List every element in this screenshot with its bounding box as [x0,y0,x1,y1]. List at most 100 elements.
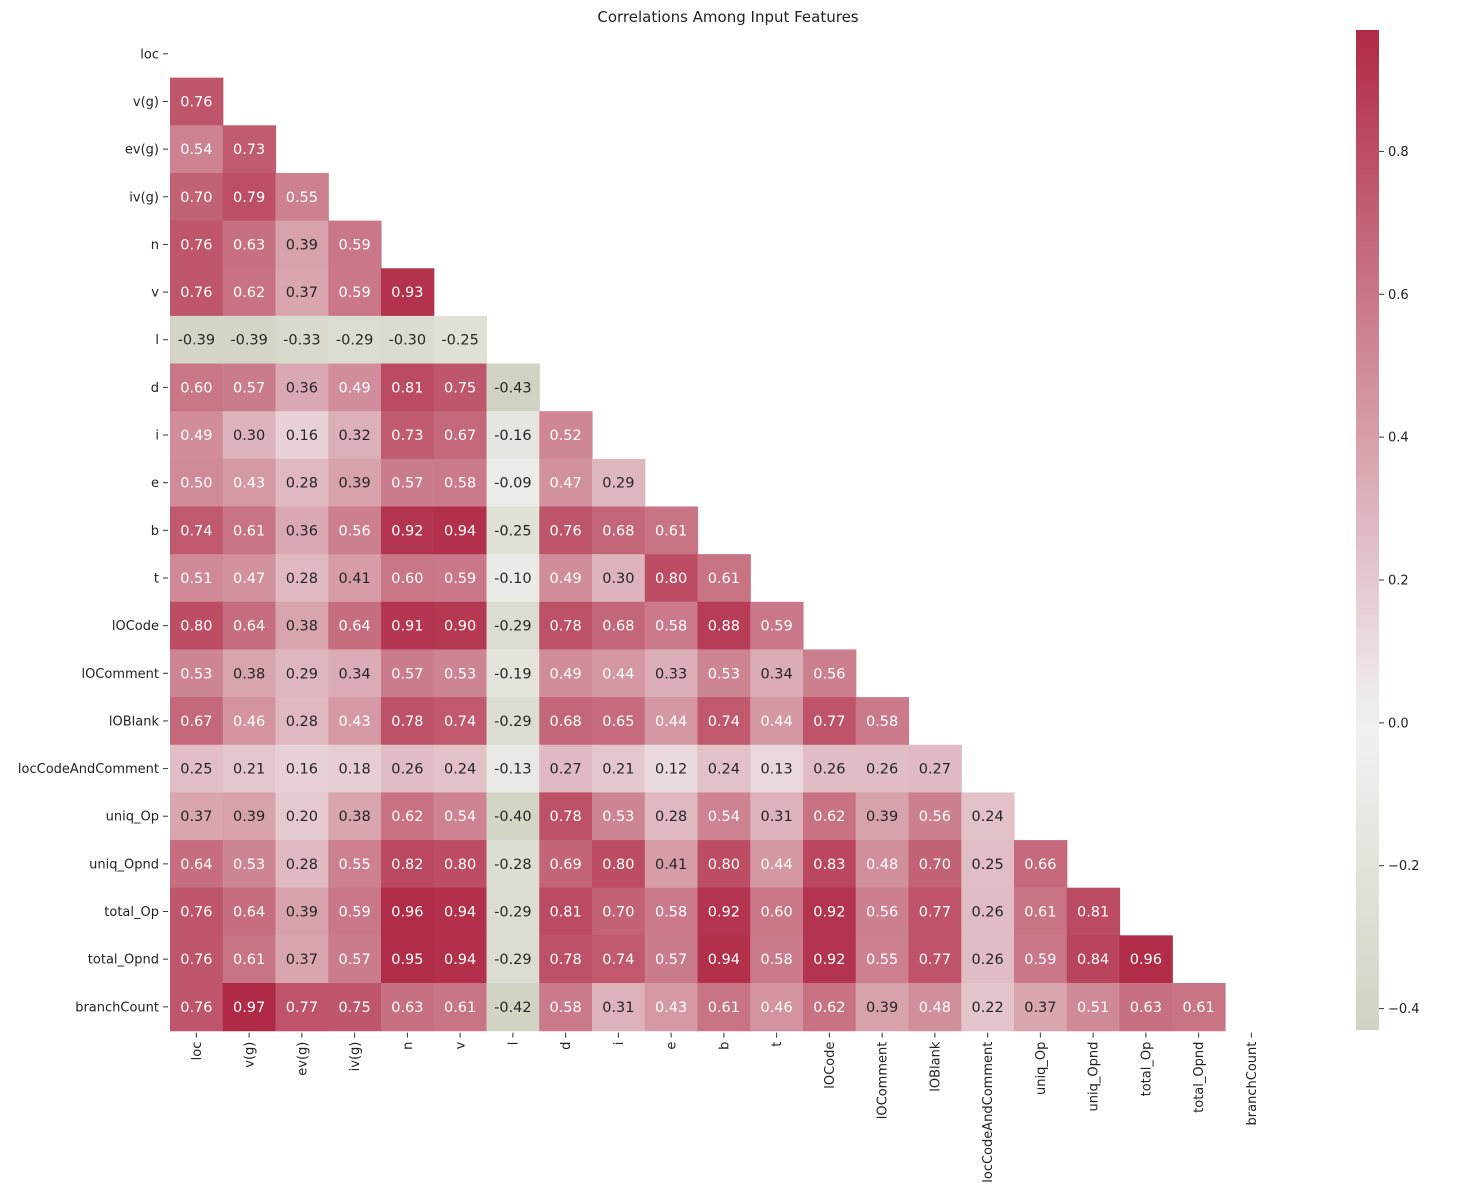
heatmap-cell [539,935,593,984]
cell-value-label: 0.56 [919,809,951,825]
x-tick-label: b [717,1042,732,1050]
heatmap-cell [328,601,382,651]
heatmap-cell [433,458,488,508]
heatmap-cell [539,840,593,889]
cell-value-label: 0.74 [444,714,476,730]
y-tick-label: total_Opnd [88,953,159,968]
cell-value-label: 0.61 [708,571,740,587]
heatmap-cell [222,554,277,603]
cell-value-label: 0.94 [444,905,476,921]
heatmap-cell [486,744,540,793]
cell-value-label: -0.16 [494,428,532,444]
cell-value-label: 0.24 [708,762,740,778]
heatmap-cell [433,935,488,984]
heatmap-cell [170,649,224,698]
heatmap-cell [381,792,435,841]
x-tick-label: uniq_Op [1034,1042,1049,1095]
cell-value-label: 0.38 [233,666,265,682]
cell-value-label: 0.55 [338,857,370,873]
cell-value-label: 0.27 [549,762,581,778]
cell-value-label: 0.75 [338,1000,370,1016]
heatmap-cell [328,220,382,269]
heatmap-cell [381,363,435,412]
cell-value-label: 0.31 [760,809,792,825]
heatmap-cell [222,697,277,746]
heatmap-cell [381,458,435,508]
heatmap-cell [433,363,488,412]
cell-annotations: 0.76 0.54 0.73 0.70 0.79 0.55 0.76 0.63 0.39 0.59… [178,94,1215,1015]
cell-value-label: 0.28 [286,476,318,492]
cell-value-label: 0.21 [602,762,634,778]
cell-value-label: 0.29 [602,476,634,492]
cell-value-label: 0.76 [549,523,581,539]
heatmap-cell [592,840,646,889]
heatmap-cell [222,458,277,508]
cell-value-label: 0.36 [286,523,318,539]
heatmap-cell [275,315,329,365]
heatmap-cell [275,411,329,460]
heatmap-cell [381,601,435,651]
cell-value-label: 0.13 [760,762,792,778]
cell-value-label: 0.70 [919,857,951,873]
cell-value-label: 0.37 [286,952,318,968]
cell-value-label: 0.59 [338,285,370,301]
heatmap-cell [170,697,224,746]
cell-value-label: 0.25 [971,857,1003,873]
cell-value-label: 0.76 [180,237,212,253]
cell-value-label: 0.76 [180,285,212,301]
cell-value-label: 0.37 [180,809,212,825]
heatmap-cell [750,744,804,793]
heatmap-cell [592,887,646,936]
heatmap-cell [222,268,277,317]
heatmap-cell [592,935,646,984]
cell-value-label: 0.44 [602,666,634,682]
heatmap-cell [697,601,751,651]
heatmap-cell [539,458,593,508]
heatmap-cell [592,649,646,698]
cell-value-label: 0.57 [233,380,265,396]
heatmap-cell [275,792,329,841]
cell-value-label: 0.66 [1024,857,1056,873]
cell-value-label: 0.69 [549,857,581,873]
cell-value-label: 0.95 [391,952,423,968]
cell-value-label: 0.36 [286,380,318,396]
cell-value-label: -0.29 [494,714,532,730]
heatmap-cell [486,363,540,412]
cell-value-label: 0.62 [813,1000,845,1016]
cell-value-label: 0.57 [338,952,370,968]
x-tick-label: l [506,1042,521,1046]
cell-value-label: -0.25 [441,333,479,349]
heatmap-cell [328,458,382,508]
heatmap-cell [275,744,329,793]
cell-value-label: 0.61 [1024,905,1056,921]
cell-value-label: 0.16 [286,428,318,444]
heatmap-cell [381,744,435,793]
cell-value-label: 0.18 [338,762,370,778]
cell-value-label: 0.37 [286,285,318,301]
heatmap-cell [275,840,329,889]
cell-value-label: 0.49 [180,428,212,444]
heatmap-cell [381,935,435,984]
cell-value-label: 0.47 [549,476,581,492]
heatmap-cell [644,697,699,746]
x-tick-label: e [665,1042,680,1050]
y-tick-label: iv(g) [129,190,159,205]
cell-value-label: 0.26 [391,762,423,778]
heatmap-cell [170,840,224,889]
cell-value-label: 0.39 [286,237,318,253]
heatmap-cell [328,792,382,841]
heatmap-cell [381,983,435,1032]
heatmap-cell [539,601,593,651]
heatmap-cell [222,840,277,889]
heatmap-cell [170,887,224,936]
cell-value-label: 0.97 [233,1000,265,1016]
heatmap-cell [275,601,329,651]
cell-value-label: 0.52 [549,428,581,444]
heatmap-cell [803,792,857,841]
heatmap-cell [433,649,488,698]
cell-value-label: 0.76 [180,94,212,110]
heatmap-cell [855,744,910,793]
heatmap-cell [486,458,540,508]
heatmap-cell [170,601,224,651]
cell-value-label: 0.61 [1182,1000,1214,1016]
